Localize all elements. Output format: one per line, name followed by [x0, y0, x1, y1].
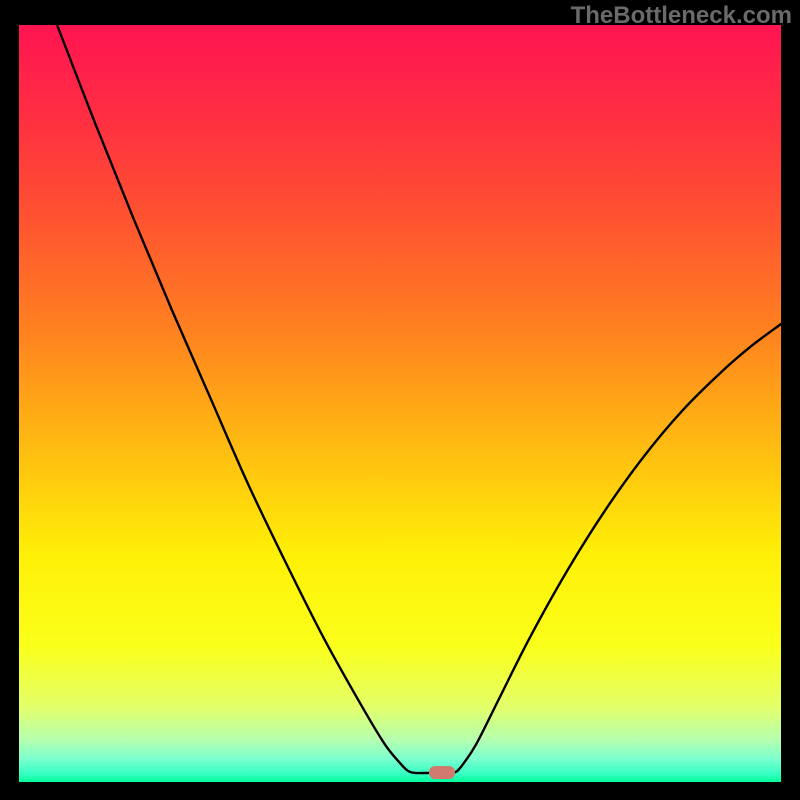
optimal-point-marker — [429, 766, 455, 779]
chart-plot-area — [19, 25, 781, 782]
bottleneck-curve — [19, 25, 781, 782]
chart-canvas: TheBottleneck.com — [0, 0, 800, 800]
watermark-label: TheBottleneck.com — [571, 2, 792, 30]
